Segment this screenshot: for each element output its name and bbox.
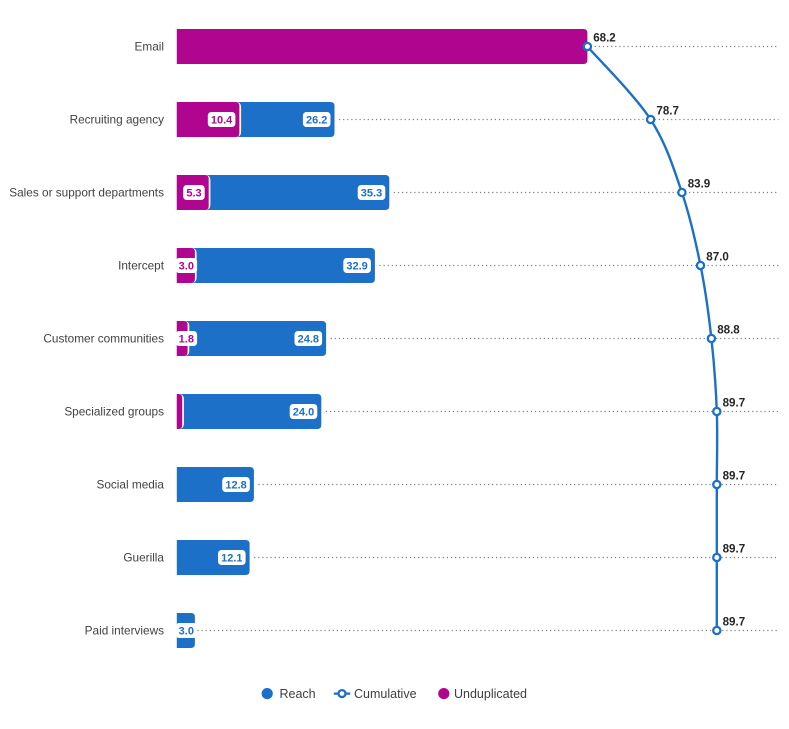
svg-text:Guerilla: Guerilla [123,551,164,565]
svg-text:24.8: 24.8 [298,333,319,345]
svg-text:10.4: 10.4 [211,114,233,126]
svg-text:24.0: 24.0 [293,406,314,418]
svg-text:5.3: 5.3 [186,187,201,199]
svg-text:Social media: Social media [96,478,164,492]
svg-text:Reach: Reach [280,687,316,701]
svg-text:89.7: 89.7 [723,469,746,482]
svg-text:Email: Email [135,40,165,54]
svg-text:Unduplicated: Unduplicated [454,687,527,701]
svg-text:87.0: 87.0 [706,250,729,263]
svg-text:Cumulative: Cumulative [354,687,417,701]
svg-text:89.7: 89.7 [723,542,746,555]
svg-text:12.1: 12.1 [221,552,242,564]
svg-text:32.9: 32.9 [346,260,367,272]
svg-text:89.7: 89.7 [723,615,746,628]
svg-text:83.9: 83.9 [688,177,711,190]
svg-text:3.0: 3.0 [179,260,194,272]
svg-text:1.8: 1.8 [179,333,194,345]
svg-text:68.2: 68.2 [593,31,616,44]
svg-text:35.3: 35.3 [361,187,382,199]
svg-text:Specialized groups: Specialized groups [64,405,164,419]
svg-text:Sales or support departments: Sales or support departments [9,186,164,200]
svg-text:3.0: 3.0 [179,625,194,637]
svg-text:Recruiting agency: Recruiting agency [70,113,165,127]
svg-text:26.2: 26.2 [306,114,327,126]
svg-text:89.7: 89.7 [723,396,746,409]
svg-text:Paid interviews: Paid interviews [85,624,164,638]
svg-text:Customer communities: Customer communities [43,332,164,346]
svg-text:78.7: 78.7 [656,104,679,117]
svg-text:12.8: 12.8 [225,479,246,491]
svg-text:88.8: 88.8 [717,323,740,336]
svg-text:Intercept: Intercept [118,259,165,273]
